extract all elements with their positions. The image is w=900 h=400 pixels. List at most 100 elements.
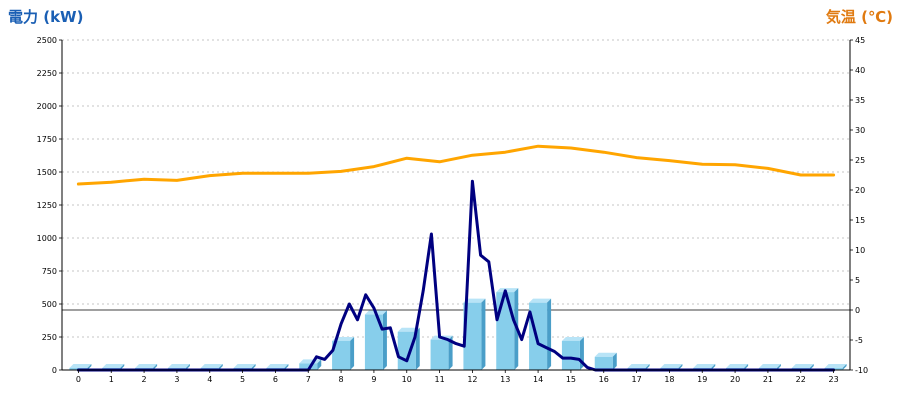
right-y-tick-label: 35 bbox=[855, 96, 865, 105]
x-tick-label: 23 bbox=[828, 375, 838, 384]
right-y-tick-label: 45 bbox=[855, 36, 865, 45]
bar bbox=[364, 310, 387, 370]
left-y-tick-label: 2000 bbox=[37, 102, 57, 111]
bar-front bbox=[561, 340, 580, 370]
x-tick-label: 6 bbox=[273, 375, 278, 384]
right-y-tick-label: 30 bbox=[855, 126, 865, 135]
bar-front bbox=[397, 331, 416, 370]
bar-side bbox=[612, 352, 617, 370]
left-y-tick-label: 2250 bbox=[37, 69, 57, 78]
bar-top bbox=[397, 327, 420, 332]
bar-top bbox=[167, 364, 190, 368]
bar-top bbox=[791, 364, 814, 368]
bar-front bbox=[332, 340, 351, 370]
power-line bbox=[76, 179, 836, 372]
bar-top bbox=[693, 364, 716, 368]
bar-front bbox=[496, 292, 515, 370]
left-y-tick-label: 750 bbox=[42, 267, 57, 276]
left-axis-title: 電力 (kW) bbox=[8, 8, 83, 26]
x-tick-label: 20 bbox=[730, 375, 740, 384]
bar-top bbox=[726, 364, 749, 368]
bar-side bbox=[350, 336, 355, 370]
x-tick-label: 21 bbox=[763, 375, 773, 384]
x-tick-label: 7 bbox=[306, 375, 311, 384]
bar-top bbox=[266, 364, 289, 368]
left-y-tick-label: 2500 bbox=[37, 36, 57, 45]
right-y-tick-label: 0 bbox=[855, 306, 860, 315]
temperature-line bbox=[76, 144, 836, 186]
bar-series bbox=[69, 288, 847, 370]
bar-top bbox=[561, 336, 584, 341]
gridlines bbox=[62, 39, 850, 338]
bar-side bbox=[448, 335, 453, 370]
left-y-tick-label: 500 bbox=[42, 300, 57, 309]
x-tick-label: 5 bbox=[240, 375, 245, 384]
bar-top bbox=[627, 364, 650, 368]
x-tick-label: 17 bbox=[631, 375, 641, 384]
left-y-tick-label: 250 bbox=[42, 333, 57, 342]
bar-top bbox=[529, 298, 552, 303]
left-y-tick-label: 1250 bbox=[37, 201, 57, 210]
bar-side bbox=[317, 359, 322, 370]
bar-top bbox=[660, 364, 683, 368]
x-tick-label: 13 bbox=[500, 375, 510, 384]
x-tick-label: 9 bbox=[371, 375, 376, 384]
right-y-tick-label: -5 bbox=[855, 336, 863, 345]
x-tick-label: 10 bbox=[402, 375, 412, 384]
left-y-tick-label: 1000 bbox=[37, 234, 57, 243]
bar-side bbox=[382, 310, 387, 370]
bar bbox=[397, 327, 420, 370]
right-y-tick-label: 5 bbox=[855, 276, 860, 285]
x-tick-label: 4 bbox=[207, 375, 212, 384]
right-y-tick-label: -10 bbox=[855, 366, 868, 375]
bar-side bbox=[415, 327, 420, 370]
x-tick-label: 19 bbox=[697, 375, 707, 384]
x-tick-label: 22 bbox=[796, 375, 806, 384]
x-tick-labels: 0 1 2 3 4 5 6 7 8 9 10 11 12 13 14 15 16 17 18 19 20 21 22 23 bbox=[76, 370, 839, 384]
right-y-tick-label: 15 bbox=[855, 216, 865, 225]
right-y-tick-label: 40 bbox=[855, 66, 865, 75]
bar bbox=[594, 352, 617, 370]
axes bbox=[61, 40, 851, 371]
bar-top bbox=[200, 364, 223, 368]
left-y-tick-label: 0 bbox=[52, 366, 57, 375]
bar-front bbox=[529, 302, 548, 370]
bar-side bbox=[547, 298, 552, 370]
bar-top bbox=[758, 364, 781, 368]
x-tick-label: 1 bbox=[109, 375, 114, 384]
x-tick-label: 15 bbox=[566, 375, 576, 384]
bar-front bbox=[463, 302, 482, 370]
bar-front bbox=[594, 356, 613, 370]
x-tick-label: 16 bbox=[599, 375, 609, 384]
left-y-tick-labels: 0 250 500 750 1000 1250 1500 1750 2000 2250 2500 bbox=[37, 36, 62, 375]
bar bbox=[561, 336, 584, 370]
x-tick-label: 12 bbox=[467, 375, 477, 384]
bar-top bbox=[135, 364, 158, 368]
bar-top bbox=[594, 352, 617, 357]
x-tick-label: 2 bbox=[142, 375, 147, 384]
bar-top bbox=[824, 364, 847, 368]
left-y-tick-label: 1500 bbox=[37, 168, 57, 177]
x-tick-label: 18 bbox=[664, 375, 674, 384]
bar-front bbox=[299, 363, 318, 370]
x-tick-label: 3 bbox=[174, 375, 179, 384]
right-y-tick-labels: -10 -5 0 5 10 15 20 25 30 35 40 45 bbox=[850, 36, 868, 375]
bar bbox=[529, 298, 552, 370]
bar-side bbox=[481, 298, 486, 370]
bar-top bbox=[233, 364, 256, 368]
x-tick-label: 8 bbox=[339, 375, 344, 384]
bar-top bbox=[463, 298, 486, 303]
bar-top bbox=[102, 364, 125, 368]
bar-side bbox=[842, 364, 847, 370]
x-tick-label: 11 bbox=[434, 375, 444, 384]
bar bbox=[463, 298, 486, 370]
right-axis-title: 気温 (℃) bbox=[826, 8, 893, 26]
x-tick-label: 0 bbox=[76, 375, 81, 384]
right-y-tick-label: 10 bbox=[855, 246, 865, 255]
right-y-tick-label: 25 bbox=[855, 156, 865, 165]
bar-front bbox=[364, 314, 383, 370]
right-y-tick-label: 20 bbox=[855, 186, 865, 195]
bar-top bbox=[496, 288, 519, 293]
bar-front bbox=[430, 339, 449, 370]
